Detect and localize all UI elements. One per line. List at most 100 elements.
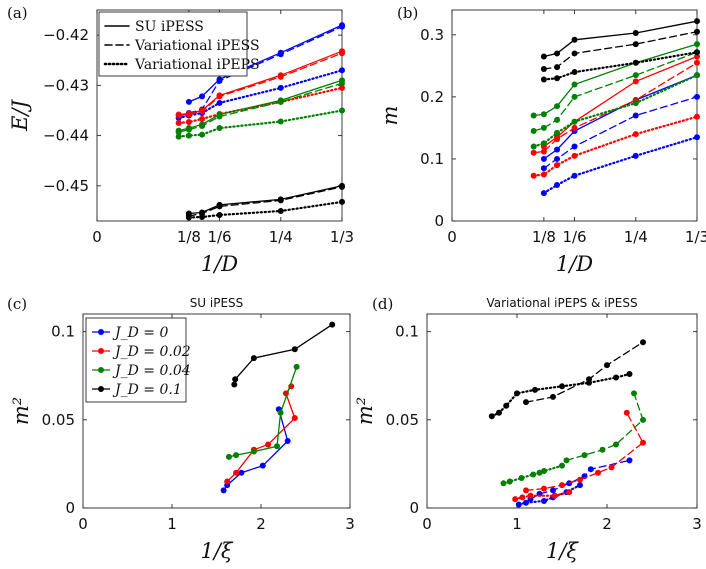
data-point	[554, 103, 561, 110]
data-point	[626, 457, 633, 464]
data-point	[523, 487, 529, 494]
data-point	[623, 409, 630, 416]
data-point	[586, 379, 592, 386]
x-tick-label: 3	[692, 515, 702, 533]
x-tick-label: 1/3	[685, 228, 706, 246]
data-point	[530, 128, 537, 135]
data-point	[694, 134, 700, 141]
data-point	[277, 51, 284, 58]
data-point	[277, 118, 284, 125]
x-axis-label: 1/ξ	[200, 539, 233, 563]
data-point	[554, 64, 561, 71]
data-point	[185, 132, 192, 139]
data-point	[571, 69, 578, 76]
series-line	[187, 200, 344, 219]
series-line	[543, 74, 698, 160]
data-point	[554, 75, 561, 82]
series-line	[533, 51, 698, 132]
data-point	[523, 499, 529, 506]
data-point	[541, 497, 547, 504]
data-point	[694, 59, 700, 66]
x-axis-label: 1/D	[556, 252, 593, 276]
data-point	[640, 416, 646, 423]
data-point	[185, 111, 192, 118]
data-point	[640, 439, 646, 446]
data-point	[199, 131, 206, 138]
data-point	[233, 469, 240, 476]
data-point	[277, 409, 284, 416]
data-point	[284, 437, 291, 444]
x-tick-label: 1/4	[269, 228, 293, 246]
data-point	[577, 482, 583, 489]
y-tick-label: 0.1	[395, 323, 419, 341]
y-tick-label: 0.05	[42, 411, 75, 429]
data-point	[277, 197, 284, 204]
y-tick-label: 0.1	[51, 323, 75, 341]
data-point	[550, 487, 556, 494]
y-tick-label: −0.45	[43, 177, 89, 195]
x-tick-label: 3	[345, 515, 355, 533]
y-axis-label: E/J	[8, 99, 32, 132]
data-point	[339, 183, 345, 190]
plot-frame-4	[426, 313, 698, 509]
legend-entry-label: J_D = 0	[112, 325, 168, 341]
data-point	[540, 65, 547, 72]
data-point	[632, 100, 639, 107]
data-point	[339, 23, 345, 30]
data-point	[500, 480, 507, 487]
data-point	[530, 149, 537, 156]
panel-letter: (d)	[372, 295, 393, 313]
plot-frame-3	[82, 313, 351, 509]
data-point	[339, 80, 345, 87]
data-point	[631, 390, 637, 397]
labels-layer: 0 1/8 1/6 1/4 1/3 −0.45 −0.44 −0.43 −0.42 (a) 1/D E…	[7, 4, 706, 563]
data-point	[554, 146, 561, 153]
data-point	[540, 124, 547, 131]
y-axis-label: m²	[9, 397, 33, 425]
data-point	[277, 84, 284, 91]
data-point	[694, 28, 700, 35]
data-point	[632, 152, 639, 159]
data-point	[339, 84, 345, 91]
data-point	[514, 390, 520, 397]
data-point	[571, 124, 578, 131]
y-tick-label: 0	[65, 499, 75, 517]
x-tick-label: 1	[167, 515, 177, 533]
y-tick-label: 0.05	[386, 411, 419, 429]
data-point	[694, 93, 700, 100]
data-point	[554, 50, 561, 57]
data-point	[694, 72, 700, 79]
x-tick-label: 0	[92, 228, 102, 246]
data-point	[216, 203, 223, 210]
data-point	[216, 125, 223, 132]
x-tick-label: 1/6	[562, 228, 586, 246]
series-line	[178, 52, 343, 117]
data-point	[231, 381, 238, 388]
data-point	[599, 446, 606, 453]
data-point	[530, 143, 537, 150]
x-tick-label: 1/8	[532, 228, 556, 246]
y-tick-label: −0.43	[43, 76, 89, 94]
data-point	[632, 41, 639, 48]
data-point	[518, 475, 525, 482]
data-point	[274, 443, 281, 450]
data-point	[339, 107, 345, 114]
panel-title: Variational iPEPS & iPESS	[486, 296, 637, 310]
data-point	[232, 376, 239, 383]
data-point	[632, 78, 639, 85]
data-point	[541, 485, 547, 492]
data-point	[554, 155, 561, 162]
data-point	[199, 116, 206, 123]
data-point	[694, 41, 700, 48]
data-point	[559, 383, 565, 390]
data-point	[291, 415, 298, 422]
x-tick-label: 1/8	[177, 228, 201, 246]
data-point	[293, 363, 300, 370]
x-tick-label: 0	[447, 228, 457, 246]
x-axis-label: 1/ξ	[546, 539, 579, 563]
data-point	[571, 36, 578, 43]
legend-entry-label: SU iPESS	[135, 19, 204, 35]
data-point	[250, 355, 257, 362]
legend-marker	[98, 329, 104, 335]
